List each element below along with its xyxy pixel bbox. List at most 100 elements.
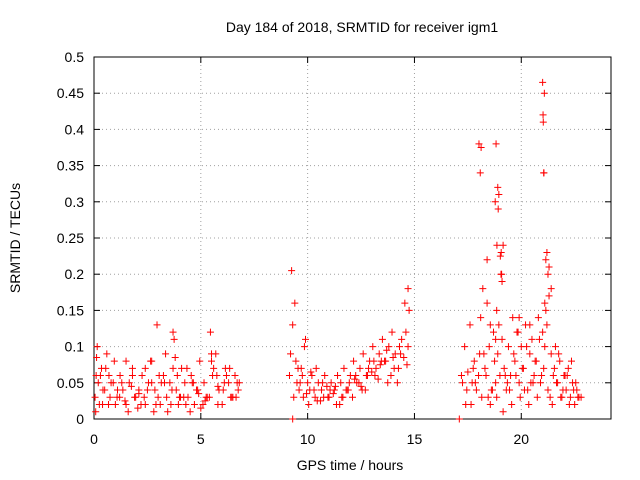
data-point <box>476 169 484 177</box>
data-point <box>222 372 230 380</box>
data-point <box>175 393 183 401</box>
data-point <box>202 393 210 401</box>
data-point <box>471 379 479 387</box>
data-point <box>475 372 483 380</box>
data-point <box>495 191 503 199</box>
data-point <box>375 350 383 358</box>
grid-lines <box>94 57 611 419</box>
data-point <box>525 401 533 409</box>
data-point <box>128 372 136 380</box>
data-point <box>154 393 162 401</box>
data-point <box>208 350 215 358</box>
data-point <box>231 372 239 380</box>
data-point <box>344 386 352 394</box>
data-point <box>405 306 413 314</box>
data-point <box>302 335 309 343</box>
data-point <box>134 404 142 412</box>
data-point <box>298 372 306 380</box>
data-point <box>564 364 572 372</box>
data-point <box>526 350 534 358</box>
data-point <box>155 372 163 380</box>
data-point <box>141 364 149 372</box>
data-point <box>543 248 551 256</box>
data-point <box>485 343 493 351</box>
data-point <box>388 328 396 336</box>
x-axis-label: GPS time / hours <box>297 457 404 473</box>
data-point <box>289 321 297 329</box>
data-point <box>368 368 376 376</box>
data-point <box>544 270 552 278</box>
data-point <box>169 328 177 336</box>
data-point <box>539 78 547 86</box>
y-tick-label: 0 <box>76 411 84 427</box>
data-point <box>150 408 158 416</box>
data-point <box>541 343 549 351</box>
data-point <box>226 364 234 372</box>
data-point <box>572 379 580 387</box>
data-point <box>97 364 105 372</box>
data-point <box>183 364 191 372</box>
data-point <box>369 343 377 351</box>
x-tick-label: 5 <box>197 431 205 447</box>
data-point <box>495 321 503 329</box>
data-point <box>559 386 567 394</box>
data-point <box>567 357 575 365</box>
data-point <box>363 372 371 380</box>
data-point <box>296 379 304 387</box>
data-point <box>470 357 478 365</box>
data-point <box>378 335 386 343</box>
data-point <box>493 241 501 249</box>
data-point <box>195 390 203 398</box>
data-point <box>187 372 195 380</box>
data-point <box>541 299 549 307</box>
data-point <box>533 393 541 401</box>
data-points <box>91 78 585 423</box>
data-point <box>289 415 297 423</box>
data-point <box>138 372 146 380</box>
data-point <box>169 364 177 372</box>
data-point <box>327 379 335 387</box>
data-point <box>122 357 130 365</box>
data-point <box>355 379 363 387</box>
data-point <box>491 357 499 365</box>
data-point <box>365 364 373 372</box>
data-point <box>542 256 550 264</box>
data-point <box>539 328 547 336</box>
data-point <box>478 393 486 401</box>
data-point <box>351 375 359 383</box>
data-point <box>174 401 182 409</box>
data-point <box>384 379 392 387</box>
data-point <box>396 343 403 351</box>
data-point <box>201 397 209 405</box>
data-point <box>463 386 471 394</box>
data-point <box>140 393 148 401</box>
data-point <box>121 397 129 405</box>
data-point <box>530 372 538 380</box>
data-point <box>125 379 133 387</box>
data-point <box>299 393 307 401</box>
data-point <box>376 361 384 369</box>
data-point <box>305 401 313 409</box>
data-point <box>110 357 118 365</box>
data-point <box>494 350 502 358</box>
data-point <box>304 379 312 387</box>
data-point <box>404 285 412 293</box>
data-point <box>494 205 502 213</box>
data-point <box>498 277 506 285</box>
data-point <box>111 401 119 409</box>
data-point <box>135 390 143 398</box>
y-tick-label: 0.45 <box>57 85 84 101</box>
data-point <box>520 386 528 394</box>
data-point <box>131 393 139 401</box>
data-point <box>128 364 136 372</box>
data-point <box>350 357 358 365</box>
data-point <box>143 386 151 394</box>
data-point <box>148 379 156 387</box>
axis-ticks: 0 0.05 0.1 0.15 0.2 0.25 0.3 0.35 0.4 0.45 0.5 0 5 10… <box>57 49 611 447</box>
data-point <box>291 299 299 307</box>
data-point <box>457 372 465 380</box>
data-point <box>566 393 574 401</box>
data-point <box>528 335 536 343</box>
data-point <box>116 393 124 401</box>
data-point <box>516 393 524 401</box>
